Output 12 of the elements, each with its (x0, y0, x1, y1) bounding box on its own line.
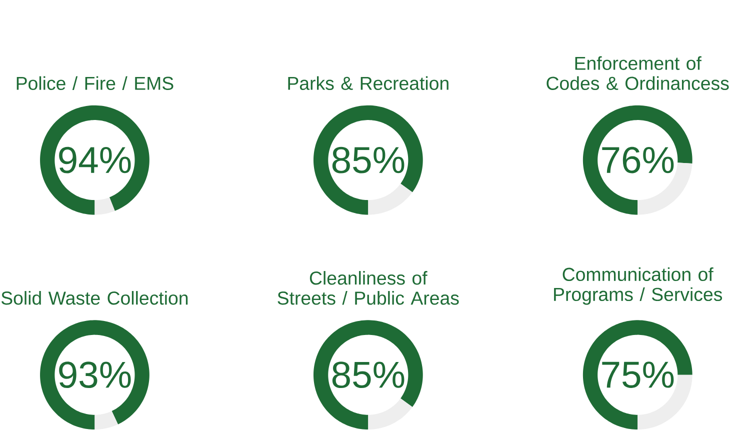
data-label: 85% (332, 146, 404, 174)
chart-title: Solid Waste Collection (1, 290, 188, 305)
chart-title: Parks & Recreation (288, 76, 448, 90)
data-label: 85% (332, 362, 404, 388)
data-label: 94% (59, 146, 131, 174)
data-label: 76% (602, 146, 674, 174)
data-label: 93% (59, 362, 131, 388)
chart-title: Communication of Programs / Services (554, 267, 722, 305)
data-label: 75% (602, 362, 674, 388)
chart-title: Enforcement of Codes & Ordinancess (546, 56, 729, 90)
chart-title: Police / Fire / EMS (16, 76, 174, 90)
chart-title: Cleanliness of Streets / Public Areas (278, 270, 459, 305)
